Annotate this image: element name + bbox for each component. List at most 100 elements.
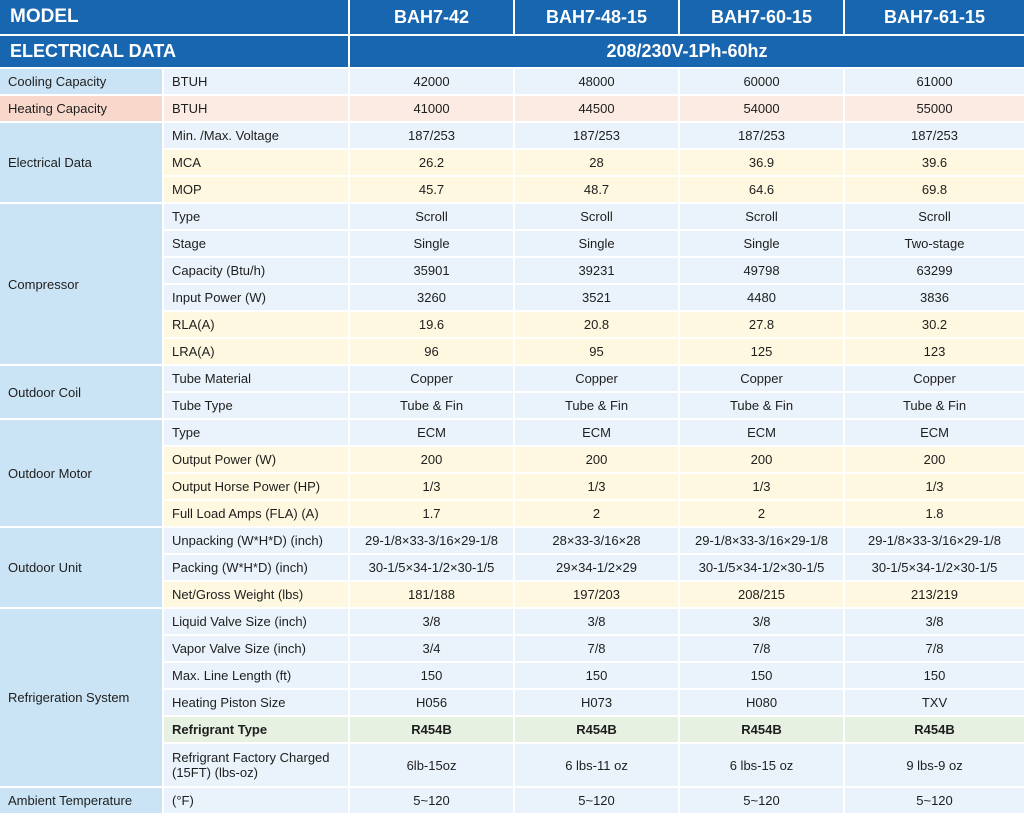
row-label: LRA(A): [164, 339, 349, 364]
cell-value: TXV: [845, 690, 1024, 715]
cell-value: 69.8: [845, 177, 1024, 202]
cell-value: 61000: [845, 69, 1024, 94]
cell-value: 45.7: [350, 177, 514, 202]
cell-value: 208/215: [680, 582, 844, 607]
cell-value: 30.2: [845, 312, 1024, 337]
electrical-header-row: ELECTRICAL DATA 208/230V-1Ph-60hz: [0, 36, 1024, 67]
cell-value: Copper: [845, 366, 1024, 391]
group-label-outdoor-coil: Outdoor Coil: [0, 366, 162, 418]
cell-value: 29×34-1/2×29: [515, 555, 679, 580]
table-row: Electrical Data Min. /Max. Voltage 187/2…: [0, 123, 1024, 202]
cell-value: 150: [350, 663, 514, 688]
cell-value: R454B: [515, 717, 679, 742]
table-row: Max. Line Length (ft) 150 150 150 150: [0, 663, 1024, 688]
cell-value: 39.6: [845, 150, 1024, 175]
cell-value: Single: [515, 231, 679, 256]
cell-value: 42000: [350, 69, 514, 94]
row-label: Full Load Amps (FLA) (A): [164, 501, 349, 526]
electrical-data-label: ELECTRICAL DATA: [0, 36, 349, 67]
row-label: Unpacking (W*H*D) (inch): [164, 528, 349, 553]
cell-value: H073: [515, 690, 679, 715]
table-row: RLA(A) 19.6 20.8 27.8 30.2: [0, 312, 1024, 337]
cell-value: 29-1/8×33-3/16×29-1/8: [680, 528, 844, 553]
model-name: BAH7-42: [350, 0, 514, 34]
group-label-compressor: Compressor: [0, 204, 162, 364]
cell-value: 49798: [680, 258, 844, 283]
cell-value: 5~120: [350, 788, 514, 813]
row-label: MCA: [164, 150, 349, 175]
cell-value: Scroll: [680, 204, 844, 229]
cell-value: ECM: [515, 420, 679, 445]
cell-value: 9 lbs-9 oz: [845, 744, 1024, 786]
cell-value: 123: [845, 339, 1024, 364]
cell-value: 7/8: [845, 636, 1024, 661]
cell-value: R454B: [350, 717, 514, 742]
cell-value: 35901: [350, 258, 514, 283]
cell-value: 150: [680, 663, 844, 688]
cell-value: 28: [515, 150, 679, 175]
cell-value: ECM: [845, 420, 1024, 445]
cell-value: 3836: [845, 285, 1024, 310]
cell-value: 95: [515, 339, 679, 364]
row-label: MOP: [164, 177, 349, 202]
row-label: Output Horse Power (HP): [164, 474, 349, 499]
cell-value: 1.8: [845, 501, 1024, 526]
cell-value: 3/8: [845, 609, 1024, 634]
table-row: Refrigeration System Liquid Valve Size (…: [0, 609, 1024, 786]
cell-value: 6 lbs-15 oz: [680, 744, 844, 786]
row-label: Output Power (W): [164, 447, 349, 472]
table-row: Heating Piston Size H056 H073 H080 TXV: [0, 690, 1024, 715]
row-label: Stage: [164, 231, 349, 256]
cell-value: 5~120: [845, 788, 1024, 813]
table-row: Output Horse Power (HP) 1/3 1/3 1/3 1/3: [0, 474, 1024, 499]
row-label: (°F): [164, 788, 349, 813]
row-label: Capacity (Btu/h): [164, 258, 349, 283]
table-row: Outdoor Motor Type ECM ECM ECM ECM: [0, 420, 1024, 526]
table-row: Compressor Type Scroll Scroll Scroll Scr…: [0, 204, 1024, 364]
cell-value: 4480: [680, 285, 844, 310]
row-label: Max. Line Length (ft): [164, 663, 349, 688]
cell-value: 187/253: [515, 123, 679, 148]
cell-value: 150: [515, 663, 679, 688]
cell-value: H080: [680, 690, 844, 715]
cell-value: 3/8: [680, 609, 844, 634]
cell-value: 181/188: [350, 582, 514, 607]
cell-value: 96: [350, 339, 514, 364]
row-label: Liquid Valve Size (inch): [164, 609, 349, 634]
model-name: BAH7-61-15: [845, 0, 1024, 34]
cell-value: 3260: [350, 285, 514, 310]
cell-value: Copper: [350, 366, 514, 391]
cell-value: 187/253: [845, 123, 1024, 148]
cell-value: 125: [680, 339, 844, 364]
cell-value: 1/3: [350, 474, 514, 499]
cell-value: 39231: [515, 258, 679, 283]
cell-value: 29-1/8×33-3/16×29-1/8: [350, 528, 514, 553]
row-label: RLA(A): [164, 312, 349, 337]
cell-value: 187/253: [350, 123, 514, 148]
cell-value: Tube & Fin: [515, 393, 679, 418]
cell-value: H056: [350, 690, 514, 715]
cell-value: 54000: [680, 96, 844, 121]
cell-value: 64.6: [680, 177, 844, 202]
row-label: Packing (W*H*D) (inch): [164, 555, 349, 580]
cell-value: 30-1/5×34-1/2×30-1/5: [680, 555, 844, 580]
cell-value: 213/219: [845, 582, 1024, 607]
cell-value: 1.7: [350, 501, 514, 526]
row-label: Refrigrant Type: [164, 717, 349, 742]
model-label: MODEL: [0, 0, 349, 34]
cell-value: 197/203: [515, 582, 679, 607]
cell-value: 5~120: [515, 788, 679, 813]
cell-value: 200: [845, 447, 1024, 472]
table-row: Heating Capacity BTUH 41000 44500 54000 …: [0, 96, 1024, 121]
cell-value: 48000: [515, 69, 679, 94]
cell-value: 30-1/5×34-1/2×30-1/5: [350, 555, 514, 580]
cell-value: 27.8: [680, 312, 844, 337]
cell-value: 3/8: [350, 609, 514, 634]
table-row: Stage Single Single Single Two-stage: [0, 231, 1024, 256]
cell-value: 3521: [515, 285, 679, 310]
cell-value: 55000: [845, 96, 1024, 121]
row-label: Input Power (W): [164, 285, 349, 310]
row-label: Net/Gross Weight (lbs): [164, 582, 349, 607]
table-row: Refrigrant Type R454B R454B R454B R454B: [0, 717, 1024, 742]
